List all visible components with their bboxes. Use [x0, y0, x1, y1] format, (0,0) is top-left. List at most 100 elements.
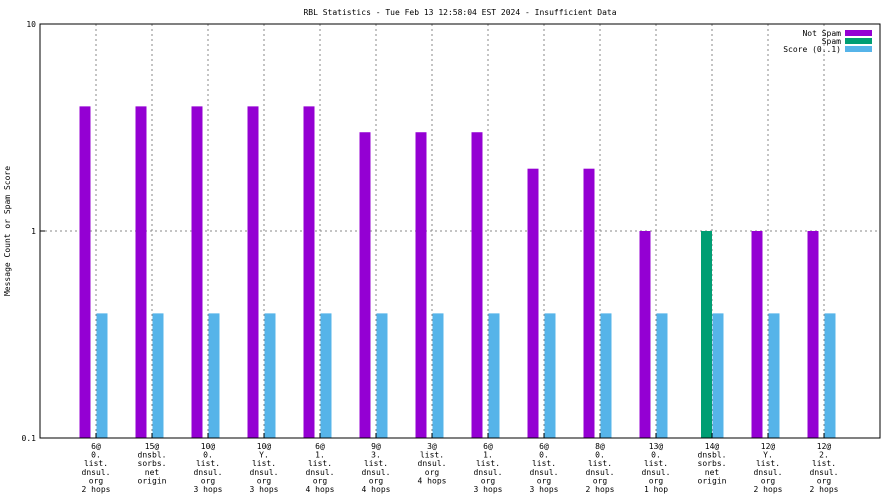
x-tick-label-line: 1.	[483, 451, 493, 460]
legend-label: Score (0..1)	[783, 45, 841, 54]
bar-score-0-1	[656, 313, 668, 438]
bar-not-spam	[191, 106, 203, 438]
x-tick-label-line: 3 hops	[194, 485, 223, 494]
x-tick-label-line: 6@	[91, 442, 101, 451]
x-tick-label-line: 6@	[315, 442, 325, 451]
x-tick-label-line: dnsul.	[754, 468, 783, 477]
x-tick-label-line: net	[705, 468, 720, 477]
bar-not-spam	[807, 231, 819, 438]
x-tick-label-line: sorbs.	[138, 459, 167, 468]
bar-not-spam	[751, 231, 763, 438]
x-tick-label-line: dnsul.	[362, 468, 391, 477]
x-tick-label-line: list.	[308, 459, 332, 468]
x-tick-label: 6@ 1. list. dnsul. org 4 hops	[306, 442, 335, 494]
legend-swatch	[845, 38, 872, 44]
bar-not-spam	[583, 168, 595, 438]
chart-title: RBL Statistics - Tue Feb 13 12:58:04 EST…	[303, 8, 616, 17]
x-tick-label-line: list.	[476, 459, 500, 468]
x-tick-label: 13@ 0. list. dnsul. org 1 hop	[642, 442, 671, 494]
bar-not-spam	[135, 106, 147, 438]
x-tick-label-line: 4 hops	[418, 476, 447, 485]
bar-score-0-1	[208, 313, 220, 438]
x-tick-label-line: org	[593, 476, 608, 485]
x-tick-label-line: origin	[698, 476, 727, 485]
x-tick-label-line: org	[369, 476, 384, 485]
legend-label: Spam	[822, 37, 841, 46]
bar-spam	[701, 231, 712, 438]
bar-not-spam	[247, 106, 259, 438]
x-tick-label: 8@ 0. list. dnsul. org 2 hops	[586, 442, 615, 494]
x-tick-label-line: 6@	[539, 442, 549, 451]
x-tick-label-line: 4 hops	[306, 485, 335, 494]
bar-score-0-1	[768, 313, 780, 438]
x-tick-label-line: dnsbl.	[138, 451, 167, 460]
x-tick-label: 6@ 1. list. dnsul. org 3 hops	[474, 442, 503, 494]
x-tick-label-line: dnsul.	[530, 468, 559, 477]
x-tick-label-line: dnsul.	[418, 459, 447, 468]
x-tick-label-line: org	[537, 476, 552, 485]
bar-not-spam	[303, 106, 315, 438]
x-tick-label-line: dnsul.	[82, 468, 111, 477]
y-tick-label: 10	[26, 20, 36, 29]
x-tick-label-line: sorbs.	[698, 459, 727, 468]
x-tick-label-line: list.	[84, 459, 108, 468]
x-tick-label-line: 0.	[91, 451, 101, 460]
x-tick-label-line: 10@	[201, 442, 216, 451]
x-tick-label-line: 6@	[483, 442, 493, 451]
x-tick-label-line: origin	[138, 476, 167, 485]
x-tick-label-line: org	[649, 476, 664, 485]
bar-score-0-1	[376, 313, 388, 438]
x-tick-label-line: list.	[364, 459, 388, 468]
x-tick-label-line: 2 hops	[82, 485, 111, 494]
x-tick-label-line: list.	[644, 459, 668, 468]
x-tick-label-line: dnsul.	[642, 468, 671, 477]
x-tick-label: 6@ 0. list. dnsul. org 2 hops	[82, 442, 111, 494]
x-tick-label-line: org	[257, 476, 272, 485]
x-tick-label-line: 10@	[257, 442, 272, 451]
bar-not-spam	[415, 132, 427, 438]
x-tick-label-line: dnsul.	[250, 468, 279, 477]
x-tick-label-line: dnsul.	[474, 468, 503, 477]
x-tick-label-line: 0.	[651, 451, 661, 460]
bar-score-0-1	[824, 313, 836, 438]
bar-score-0-1	[432, 313, 444, 438]
x-tick-label-line: list.	[252, 459, 276, 468]
x-tick-label: 3@ list. dnsul. org 4 hops	[418, 442, 447, 485]
x-tick-label-line: 4 hops	[362, 485, 391, 494]
bars-layer	[79, 106, 836, 438]
x-tick-label-line: 8@	[595, 442, 605, 451]
x-tick-label: 15@ dnsbl. sorbs. net origin	[138, 442, 167, 485]
bar-not-spam	[79, 106, 91, 438]
x-tick-label-line: dnsul.	[810, 468, 839, 477]
x-tick-label-line: list.	[532, 459, 556, 468]
x-tick-label-line: list.	[756, 459, 780, 468]
y-tick-label: 1	[31, 227, 36, 236]
x-tick-label-line: 3 hops	[530, 485, 559, 494]
y-axis-label: Message Count or Spam Score	[3, 166, 12, 296]
x-tick-label-line: 1.	[315, 451, 325, 460]
x-tick-label-line: 0.	[539, 451, 549, 460]
x-tick-label-line: org	[313, 476, 328, 485]
x-tick-label-line: Y.	[763, 451, 773, 460]
x-tick-label-line: 12@	[817, 442, 832, 451]
bar-not-spam	[471, 132, 483, 438]
x-tick-label: 10@ 0. list. dnsul. org 3 hops	[194, 442, 223, 494]
x-tick-label-line: 12@	[761, 442, 776, 451]
bar-not-spam	[639, 231, 651, 438]
bar-score-0-1	[600, 313, 612, 438]
x-tick-label-line: 2.	[819, 451, 829, 460]
bar-score-0-1	[488, 313, 500, 438]
x-tick-label-line: 0.	[595, 451, 605, 460]
x-tick-label-line: 0.	[203, 451, 213, 460]
x-tick-label: 12@ 2. list. dnsul. org 2 hops	[810, 442, 839, 494]
x-tick-label: 12@ Y. list. dnsul. org 2 hops	[754, 442, 783, 494]
x-tick-label-line: dnsul.	[306, 468, 335, 477]
x-tick-label-line: org	[761, 476, 776, 485]
x-tick-label-line: 3 hops	[474, 485, 503, 494]
x-tick-label: 6@ 0. list. dnsul. org 3 hops	[530, 442, 559, 494]
x-tick-label-line: org	[201, 476, 216, 485]
x-tick-label-line: dnsbl.	[698, 451, 727, 460]
